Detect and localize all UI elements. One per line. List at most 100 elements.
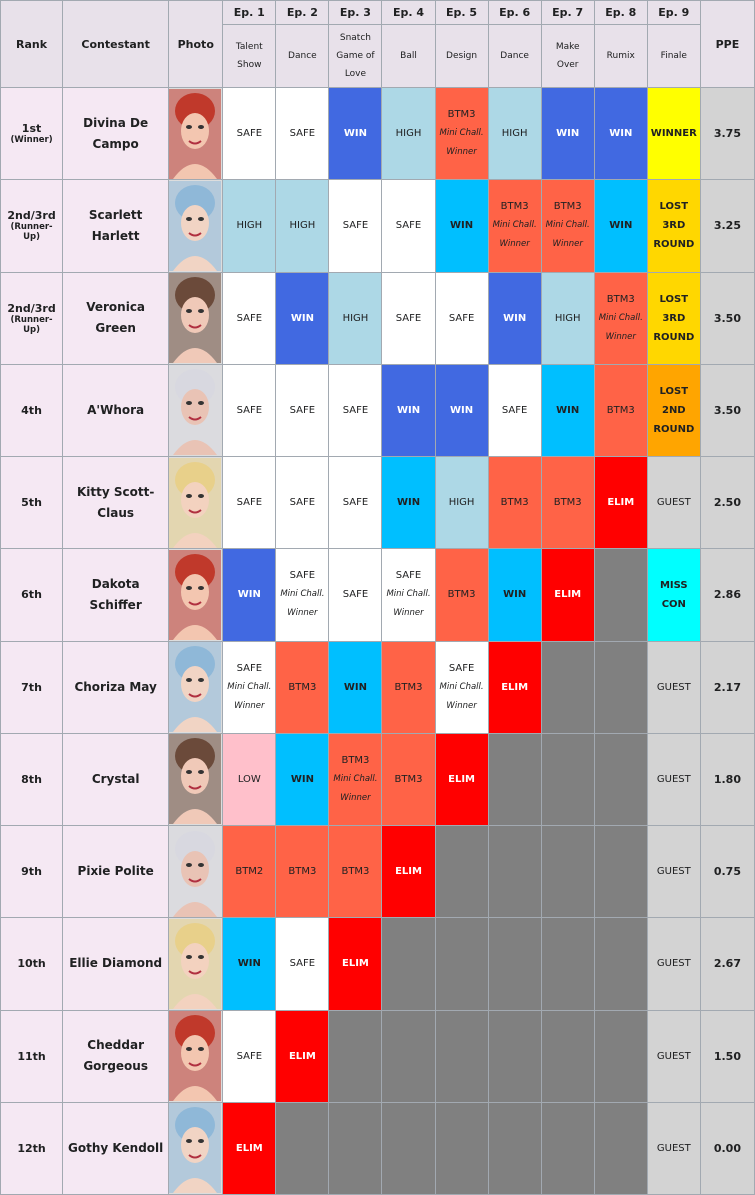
rank: 2nd/3rd bbox=[7, 301, 56, 315]
result-cell: SAFE bbox=[222, 363, 277, 458]
result: BTM3 bbox=[500, 497, 529, 509]
rank-cell: 1st (Winner) bbox=[0, 86, 64, 181]
empty-cell bbox=[593, 640, 648, 734]
empty-cell bbox=[593, 732, 648, 827]
result: ELIM bbox=[288, 1050, 316, 1062]
result: ELIM bbox=[235, 1142, 263, 1154]
result-cell: BTM3 bbox=[328, 824, 383, 919]
rank-cell: 11th bbox=[0, 1009, 64, 1103]
result-cell: WIN bbox=[487, 548, 542, 642]
result: BTM3 bbox=[394, 681, 423, 693]
contestant-name: Kitty Scott-Claus bbox=[62, 455, 170, 550]
result-cell: BTM3 bbox=[275, 640, 330, 734]
ppe: 1.80 bbox=[699, 732, 755, 827]
result: LOST 3RD ROUND bbox=[653, 201, 695, 251]
result-cell: GUEST bbox=[646, 732, 701, 827]
result: SAFE bbox=[501, 404, 528, 416]
result-cell: SAFE bbox=[222, 1009, 277, 1103]
rank-cell: 5th bbox=[0, 455, 64, 550]
photo bbox=[168, 363, 224, 458]
result: SAFE bbox=[236, 497, 263, 509]
episode-theme: Make Over bbox=[540, 24, 595, 88]
result: SAFE bbox=[395, 570, 422, 582]
empty-cell bbox=[487, 917, 542, 1011]
result-cell: SAFE bbox=[275, 917, 330, 1011]
photo bbox=[168, 732, 224, 827]
result-cell: SAFE bbox=[222, 86, 277, 181]
result-cell: BTM3 bbox=[487, 455, 542, 550]
ppe: 3.50 bbox=[699, 363, 755, 458]
result: WIN bbox=[396, 497, 421, 509]
result: GUEST bbox=[656, 958, 691, 970]
result: BTM3 bbox=[553, 497, 582, 509]
episode-theme: Dance bbox=[487, 24, 542, 88]
result: HIGH bbox=[554, 312, 581, 324]
empty-cell bbox=[593, 1009, 648, 1103]
contestant-row: 7th Choriza May SAFE Mini Chall. Winner BTM3… bbox=[0, 640, 755, 734]
result-cell: WIN bbox=[222, 917, 277, 1011]
result: HIGH bbox=[289, 220, 316, 232]
episode-number: Ep. 4 bbox=[381, 0, 436, 25]
result-cell: BTM3 bbox=[593, 363, 648, 458]
result: BTM3 bbox=[447, 109, 476, 121]
portrait bbox=[169, 365, 222, 456]
result-cell: ELIM bbox=[593, 455, 648, 550]
photo bbox=[168, 271, 224, 365]
rank: 8th bbox=[21, 772, 42, 786]
result-cell: WIN bbox=[381, 455, 436, 550]
episode-number: Ep. 8 bbox=[593, 0, 648, 25]
result: GUEST bbox=[656, 773, 691, 785]
result: WIN bbox=[609, 220, 633, 232]
portrait bbox=[169, 1011, 222, 1102]
result-cell: ELIM bbox=[381, 824, 436, 919]
empty-cell bbox=[328, 1101, 383, 1195]
photo bbox=[168, 640, 224, 734]
result-cell: BTM3 bbox=[275, 824, 330, 919]
result: SAFE bbox=[289, 404, 316, 416]
result-cell: SAFE bbox=[381, 179, 436, 273]
result: ELIM bbox=[448, 773, 475, 785]
result: ELIM bbox=[395, 866, 422, 878]
result-cell: SAFE bbox=[275, 455, 330, 550]
ppe: 1.50 bbox=[699, 1009, 755, 1103]
result: GUEST bbox=[656, 681, 691, 693]
contestant-name: Veronica Green bbox=[62, 271, 170, 365]
result: SAFE bbox=[289, 128, 316, 140]
result-cell: LOW bbox=[222, 732, 277, 827]
contestant-name: Pixie Polite bbox=[62, 824, 170, 919]
rank-cell: 2nd/3rd (Runner-Up) bbox=[0, 179, 64, 273]
header-rank: Rank bbox=[0, 0, 64, 88]
result-cell: WIN bbox=[434, 179, 489, 273]
empty-cell bbox=[487, 1101, 542, 1195]
result-cell: SAFE bbox=[381, 271, 436, 365]
rank: 1st bbox=[21, 122, 42, 136]
result-cell: SAFE Mini Chall. Winner bbox=[434, 640, 489, 734]
result: ELIM bbox=[607, 497, 635, 509]
result-cell: GUEST bbox=[646, 1101, 701, 1195]
result: BTM3 bbox=[606, 404, 635, 416]
contestant-name: Choriza May bbox=[62, 640, 170, 734]
result: SAFE bbox=[289, 570, 316, 582]
photo bbox=[168, 548, 224, 642]
photo bbox=[168, 1101, 224, 1195]
rank-cell: 6th bbox=[0, 548, 64, 642]
contestant-row: 9th Pixie Polite BTM2 BTM3 BTM3 ELIM GUEST 0.75 bbox=[0, 824, 755, 919]
episode-theme: Finale bbox=[646, 24, 701, 88]
rank-cell: 8th bbox=[0, 732, 64, 827]
empty-cell bbox=[275, 1101, 330, 1195]
photo bbox=[168, 824, 224, 919]
result-cell: WIN bbox=[540, 363, 595, 458]
result-cell: WIN bbox=[487, 271, 542, 365]
result-note: Mini Chall. Winner bbox=[439, 681, 484, 711]
empty-cell bbox=[381, 1009, 436, 1103]
result-cell: SAFE Mini Chall. Winner bbox=[222, 640, 277, 734]
episode-number: Ep. 5 bbox=[434, 0, 489, 25]
result-cell: GUEST bbox=[646, 917, 701, 1011]
result: HIGH bbox=[395, 128, 422, 140]
header-photo: Photo bbox=[168, 0, 224, 88]
result: SAFE bbox=[289, 958, 316, 970]
result: BTM3 bbox=[553, 201, 582, 213]
portrait bbox=[169, 273, 222, 364]
